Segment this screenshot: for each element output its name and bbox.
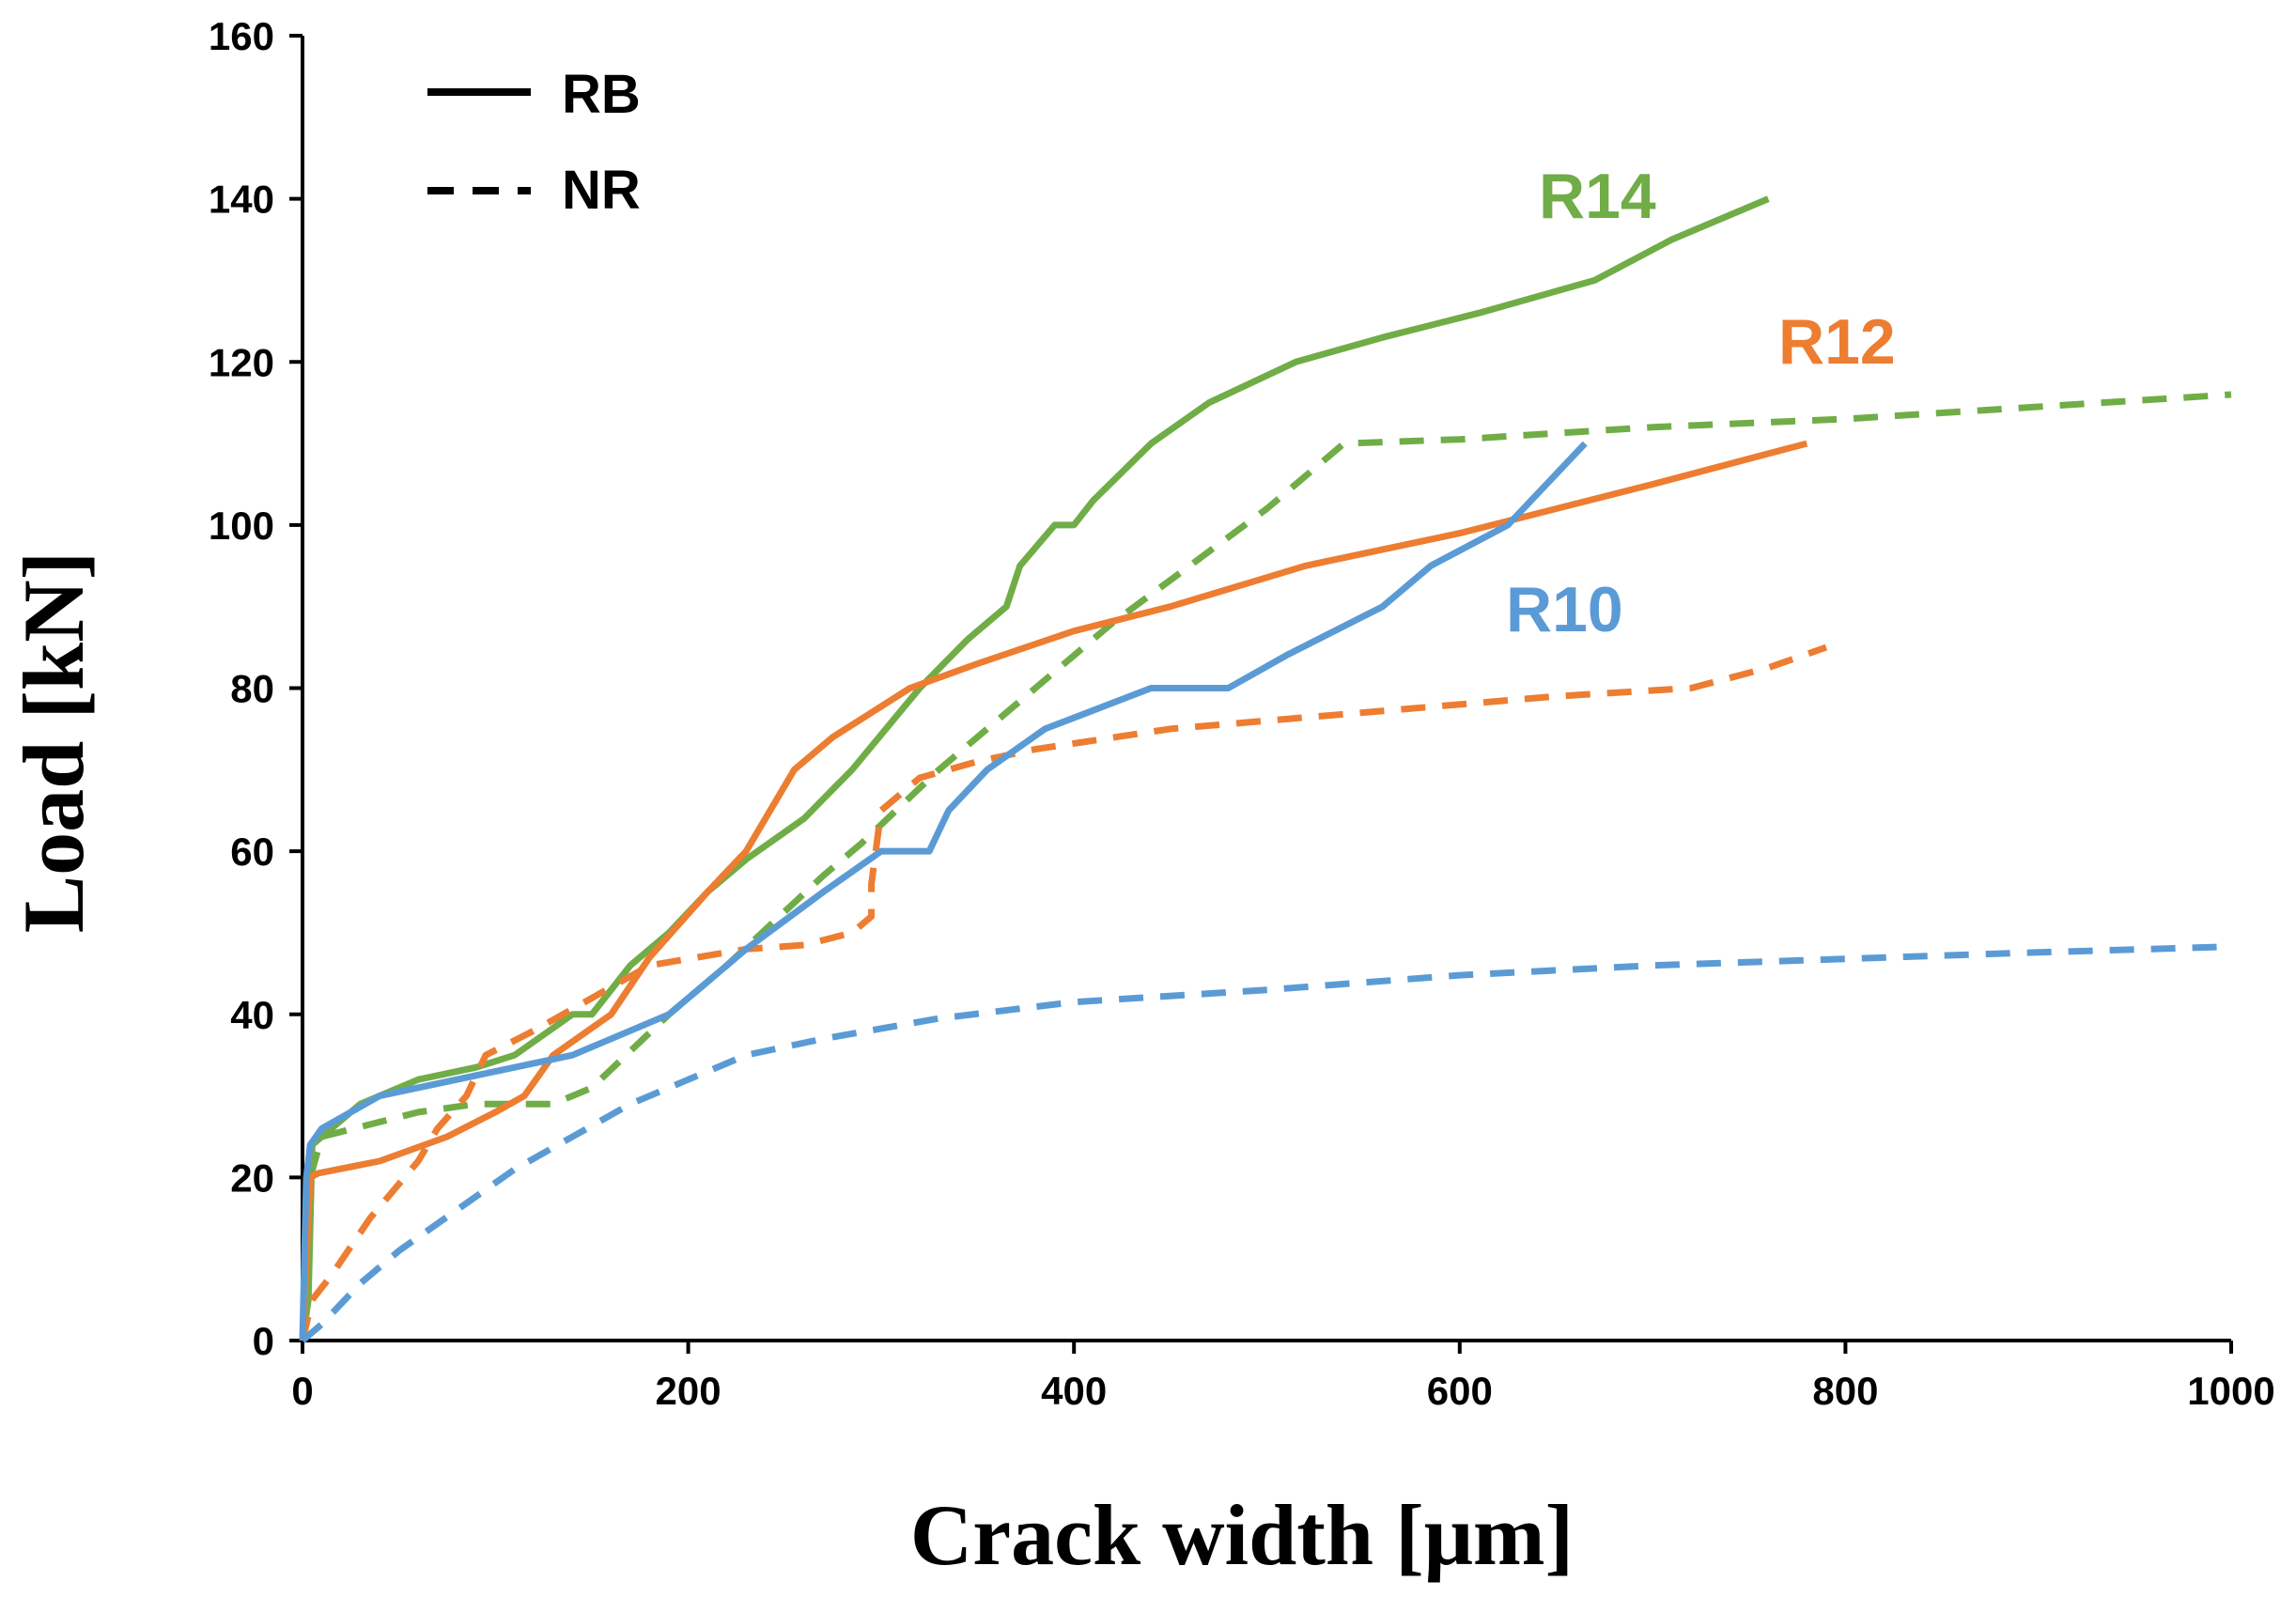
series-layer (299, 195, 2232, 1343)
legend: RB NR (427, 64, 641, 221)
x-tick-label: 400 (1041, 1369, 1107, 1413)
y-tick-label: 40 (230, 993, 274, 1037)
axes: 0 20 40 60 80 100 120 140 160 0 200 400 600 800 1000 (209, 14, 2275, 1413)
x-tick-label: 0 (291, 1369, 313, 1413)
y-tick-label: 100 (209, 504, 274, 548)
series-line-r14-rb (299, 195, 1770, 1341)
x-tick-label: 600 (1427, 1369, 1493, 1413)
series-line-r10-rb (299, 441, 1588, 1341)
x-tick-label: 800 (1812, 1369, 1878, 1413)
y-tick-label: 0 (253, 1319, 274, 1363)
y-tick-label: 20 (230, 1155, 274, 1200)
series-label-r12: R12 (1778, 306, 1896, 378)
x-axis-title: Crack width [μm] (910, 1487, 1574, 1583)
y-tick-label: 140 (209, 178, 274, 222)
y-axis-title: Load [kN] (6, 551, 101, 933)
y-tick-label: 120 (209, 340, 274, 384)
series-line-r14-nr (299, 391, 2232, 1341)
series-line-r10-nr (300, 943, 2232, 1343)
legend-label-rb: RB (562, 64, 641, 125)
y-tick-label: 160 (209, 14, 274, 58)
legend-label-nr: NR (562, 160, 641, 221)
series-line-r12-rb (299, 440, 1808, 1341)
x-tick-label: 200 (656, 1369, 721, 1413)
y-tick-label: 80 (230, 667, 274, 711)
series-line-r12-nr (299, 643, 1828, 1341)
series-label-r10: R10 (1506, 574, 1623, 645)
y-tick-label: 60 (230, 830, 274, 874)
x-tick-label: 1000 (2187, 1369, 2274, 1413)
series-label-r14: R14 (1539, 161, 1656, 232)
